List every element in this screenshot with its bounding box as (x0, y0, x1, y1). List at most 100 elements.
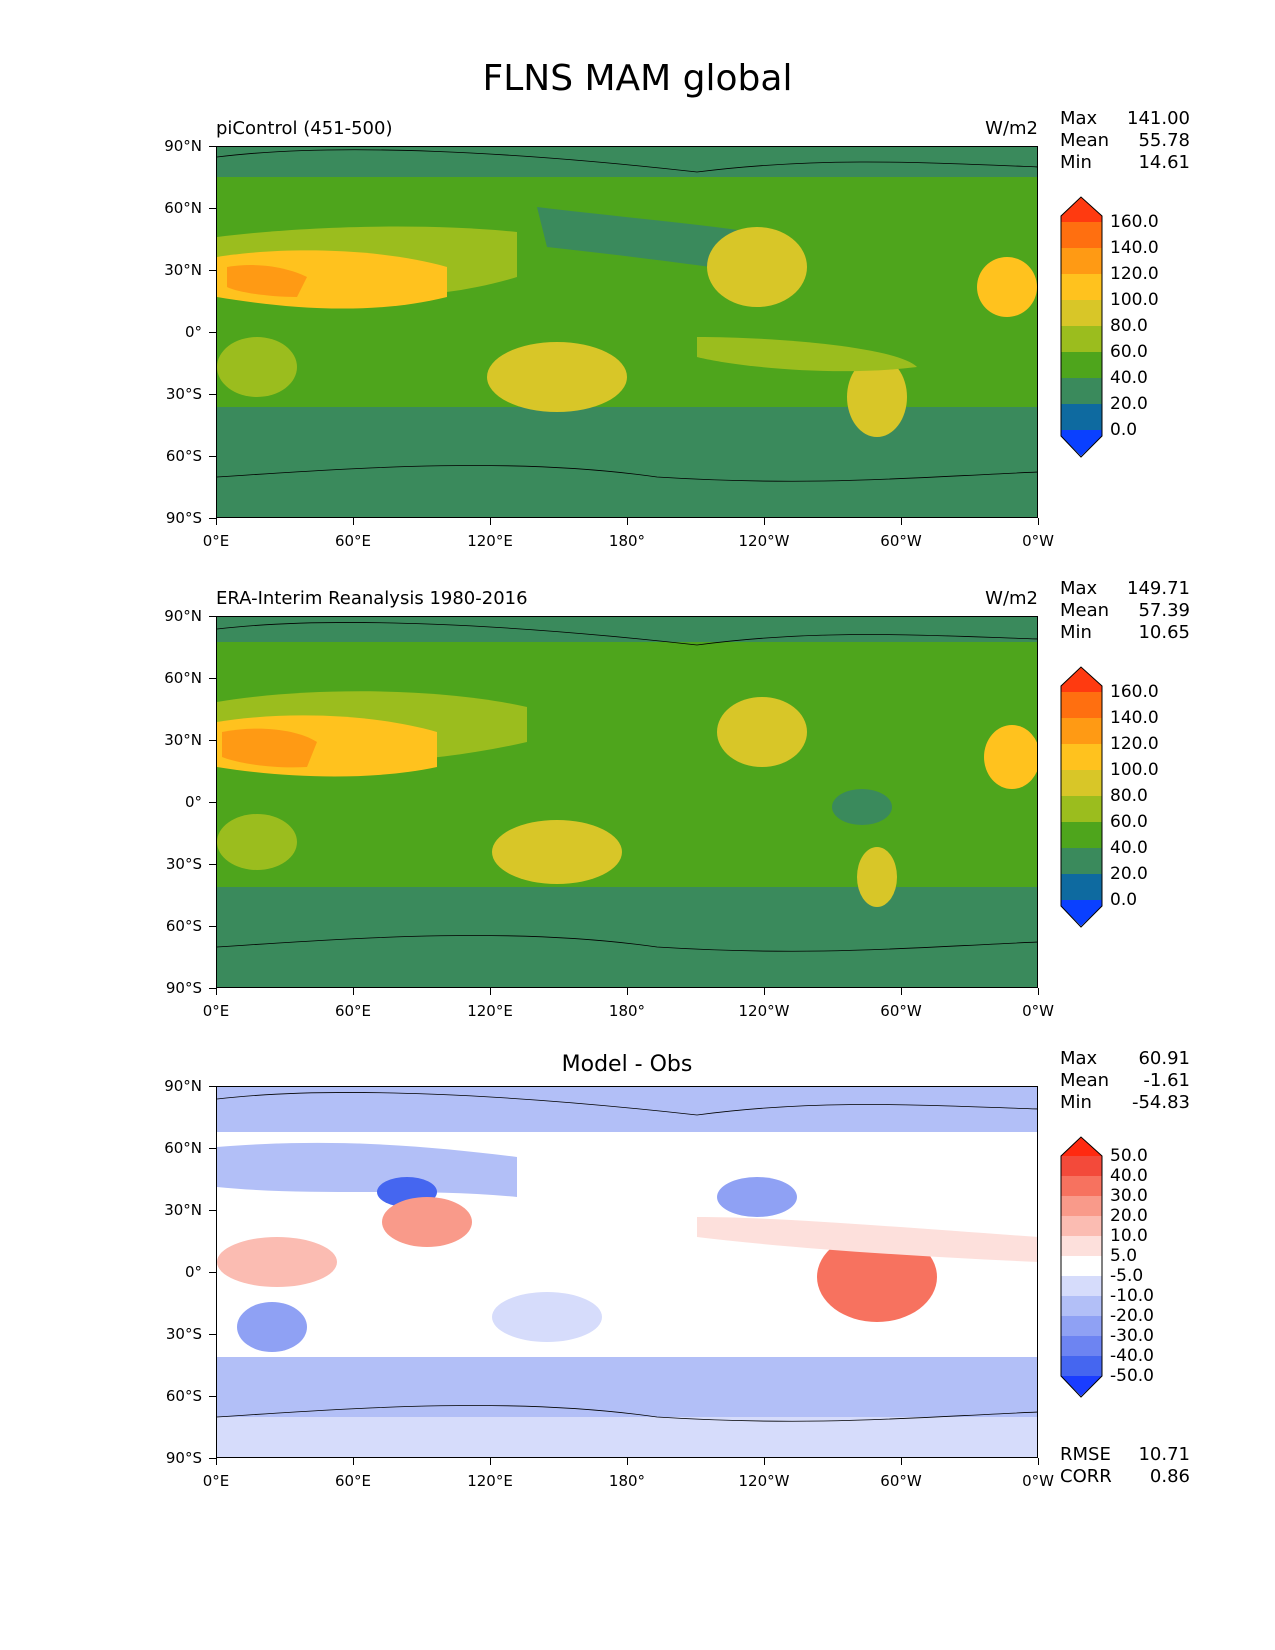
max-value: 141.00 (1127, 108, 1190, 129)
colorbar-label: 30.0 (1110, 1186, 1148, 1206)
max-label: Max (1060, 578, 1098, 599)
colorbar-swatch (1061, 404, 1102, 430)
lat-tick (209, 1334, 216, 1335)
lon-tick (627, 518, 628, 525)
lon-tick-label: 120°W (738, 1002, 790, 1020)
panel-title: Model - Obs (561, 1052, 693, 1077)
colorbar-label: 60.0 (1110, 342, 1148, 362)
map-field (217, 1087, 1037, 1457)
lon-tick (627, 988, 628, 995)
mean-label: Mean (1060, 1070, 1110, 1091)
rmse-value: 10.71 (1138, 1444, 1190, 1465)
lat-tick-label: 30°S (165, 1325, 202, 1343)
lat-tick (209, 518, 216, 519)
lat-tick-label: 90°S (165, 979, 202, 997)
colorbar-graphic (1060, 666, 1103, 928)
lat-tick-label: 60°N (164, 1139, 202, 1157)
panel-units: W/m2 (985, 588, 1038, 609)
panel-units: W/m2 (985, 118, 1038, 139)
lat-tick-label: 90°S (165, 1449, 202, 1467)
colorbar-outline (1060, 666, 1103, 928)
colorbar-swatch (1061, 352, 1102, 378)
colorbar-label: 50.0 (1110, 1146, 1148, 1166)
lon-tick (1038, 1458, 1039, 1465)
colorbar-swatch (1061, 1316, 1102, 1336)
lon-tick (353, 518, 354, 525)
lon-tick (901, 988, 902, 995)
lon-tick (764, 518, 765, 525)
min-label: Min (1060, 622, 1092, 643)
colorbar-swatch (1061, 1336, 1102, 1356)
lon-tick (353, 988, 354, 995)
min-value: 14.61 (1138, 152, 1190, 173)
lon-tick-label: 120°W (738, 1472, 790, 1490)
lon-tick (490, 1458, 491, 1465)
lat-tick (209, 864, 216, 865)
colorbar-label: -50.0 (1110, 1366, 1154, 1386)
north-america-cool (717, 1177, 797, 1217)
colorbar-label: 100.0 (1110, 760, 1159, 780)
colorbar-swatch (1061, 326, 1102, 352)
colorbar-swatch (1061, 1156, 1102, 1176)
lat-tick (209, 1086, 216, 1087)
antarctic-coastline (217, 935, 1037, 952)
lon-tick-label: 180° (608, 1002, 646, 1020)
lat-tick (209, 1458, 216, 1459)
colorbar-label: -20.0 (1110, 1306, 1154, 1326)
antarctic-coastline (217, 1405, 1037, 1422)
southern-ocean-band (217, 887, 1037, 987)
colorbar-swatch (1061, 1376, 1102, 1396)
max-value: 60.91 (1138, 1048, 1190, 1069)
lon-tick-label: 60°E (334, 1472, 372, 1490)
lon-tick-label: 120°E (467, 1472, 513, 1490)
colorbar-swatch (1061, 1236, 1102, 1256)
colorbar-label: 0.0 (1110, 890, 1138, 910)
lon-tick-label: 120°W (738, 532, 790, 550)
lon-tick (490, 518, 491, 525)
stats-box: Max 141.00 Mean 55.78 Min 14.61 (1060, 108, 1190, 174)
colorbar-swatch (1061, 300, 1102, 326)
colorbar-swatch (1061, 796, 1102, 822)
southern-africa-cool (237, 1302, 307, 1352)
southern-africa (217, 814, 297, 870)
colorbar-label: 20.0 (1110, 394, 1148, 414)
amazon (832, 789, 892, 825)
mean-label: Mean (1060, 600, 1110, 621)
lon-tick-label: 180° (608, 1472, 646, 1490)
lat-tick-label: 30°N (164, 1201, 202, 1219)
lon-tick (490, 988, 491, 995)
north-america (717, 697, 807, 767)
lon-tick-label: 0°W (1022, 532, 1054, 550)
andes (857, 847, 897, 907)
mean-label: Mean (1060, 130, 1110, 151)
lon-tick-label: 60°E (334, 1002, 372, 1020)
map-plot (216, 1086, 1038, 1458)
sahara-hot (222, 728, 317, 768)
colorbar-swatch (1061, 692, 1102, 718)
colorbar-label: 100.0 (1110, 290, 1159, 310)
colorbar-label: 120.0 (1110, 264, 1159, 284)
colorbar-swatch (1061, 770, 1102, 796)
colorbar-outline (1060, 196, 1103, 458)
colorbar-swatch (1061, 744, 1102, 770)
africa-warm (217, 1237, 337, 1287)
colorbar-swatch (1061, 1137, 1102, 1156)
sahara-hot (227, 265, 307, 297)
colorbar-swatch (1061, 1276, 1102, 1296)
lat-tick-label: 60°S (165, 447, 202, 465)
colorbar-swatch (1061, 222, 1102, 248)
lat-tick-label: 30°N (164, 261, 202, 279)
colorbar-swatch (1061, 248, 1102, 274)
colorbar-swatch (1061, 1216, 1102, 1236)
colorbar-swatch (1061, 430, 1102, 456)
lat-tick-label: 60°N (164, 669, 202, 687)
lat-tick (209, 1396, 216, 1397)
lat-tick (209, 208, 216, 209)
lat-tick-label: 90°N (164, 607, 202, 625)
mean-value: -1.61 (1143, 1070, 1190, 1091)
lon-tick (353, 1458, 354, 1465)
lon-tick (764, 988, 765, 995)
rmse-label: RMSE (1060, 1444, 1111, 1465)
colorbar-swatch (1061, 1256, 1102, 1276)
lat-tick (209, 616, 216, 617)
